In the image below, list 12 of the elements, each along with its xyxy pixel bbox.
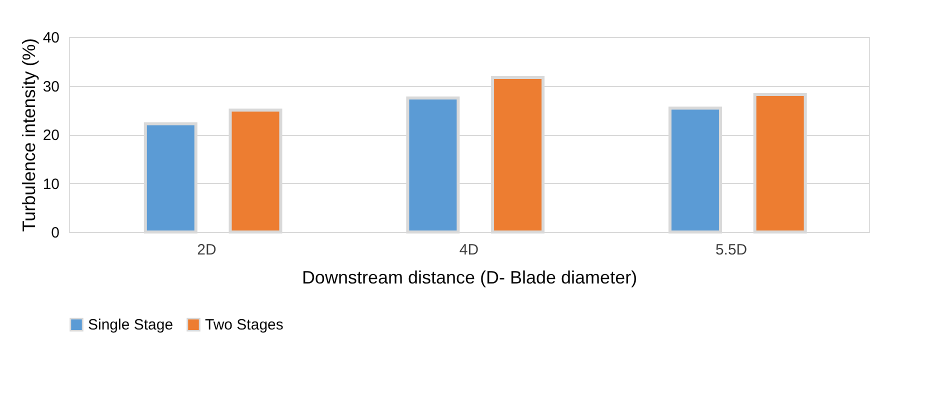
y-tick-label: 30 (42, 78, 60, 96)
y-tick-label: 40 (42, 30, 60, 46)
y-tick-label: 20 (42, 127, 60, 144)
x-tick-label: 5.5D (715, 242, 748, 258)
y-tick-label: 10 (42, 176, 60, 193)
x-tick-label: 4D (459, 242, 479, 258)
x-axis-title: Downstream distance (D- Blade diameter) (302, 268, 638, 288)
y-tick-label: 0 (51, 224, 60, 242)
legend-label: Two Stages (205, 316, 284, 334)
x-tick-label: 2D (197, 242, 216, 258)
y-axis-title: Turbulence intensity (%) (18, 38, 39, 232)
legend-label: Single Stage (88, 316, 174, 334)
